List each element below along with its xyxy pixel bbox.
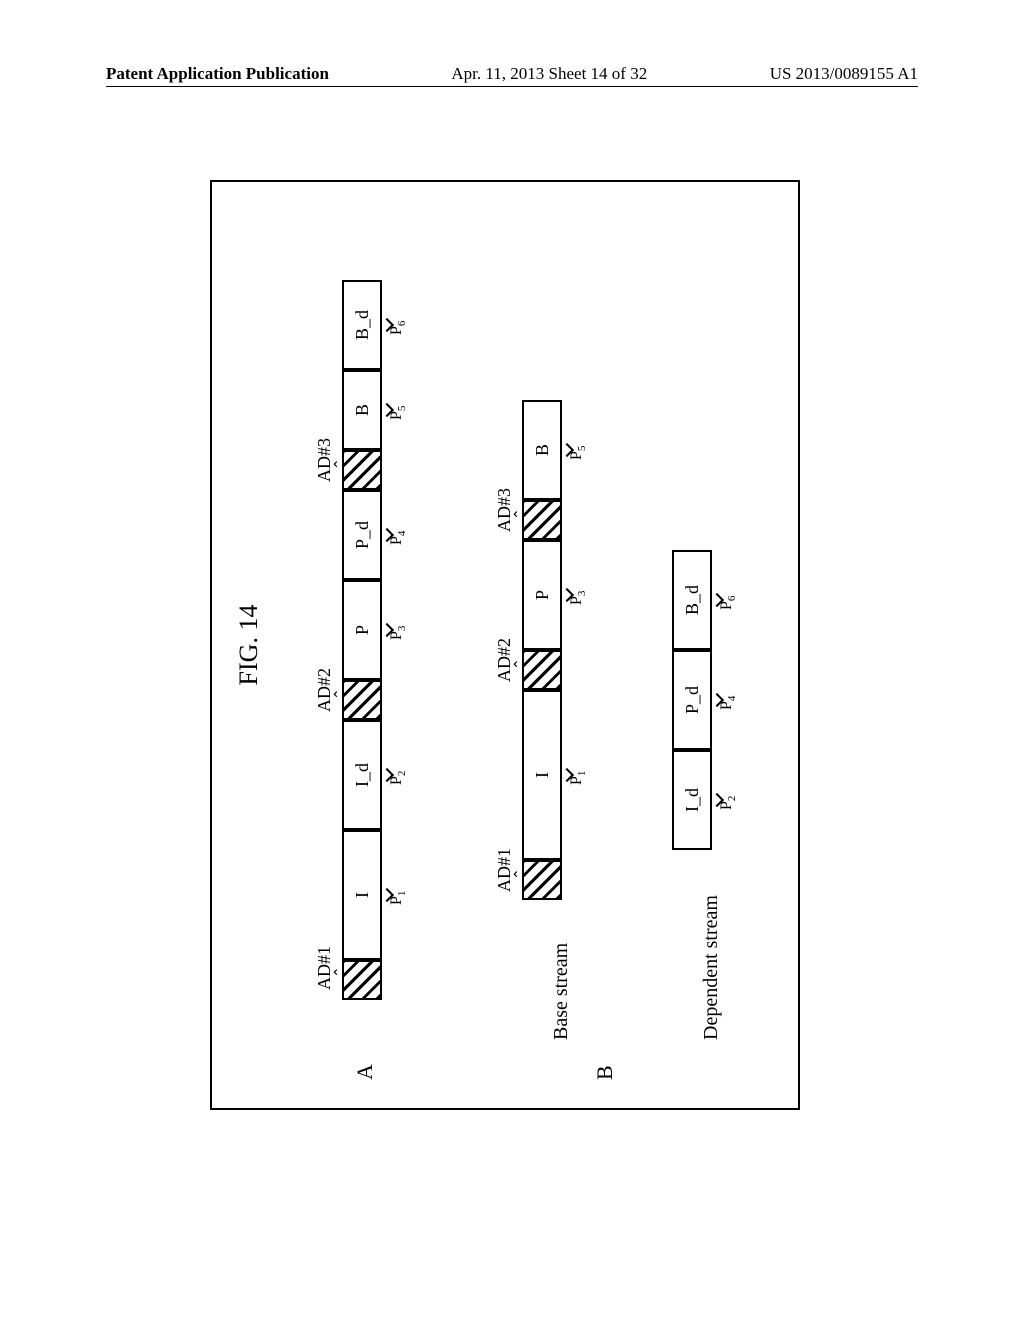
p4-label-d: P4 <box>718 696 738 710</box>
p6-label-d: P6 <box>718 596 738 610</box>
id-cell-a: I_d <box>342 720 382 830</box>
p2-label-a: P2 <box>388 771 408 785</box>
pd-cell-a: P_d <box>342 490 382 580</box>
p1-label-b: P1 <box>568 771 588 785</box>
figure-frame: FIG. 14 A AD#1 ⌃ I P1 I_d P2 AD#2 ⌃ P P3… <box>210 180 800 1110</box>
page-header: Patent Application Publication Apr. 11, … <box>106 64 918 87</box>
i-cell-b: I <box>522 690 562 860</box>
p3-label-a: P3 <box>388 626 408 640</box>
p6-label-a: P6 <box>388 321 408 335</box>
section-a-label: A <box>352 1064 378 1080</box>
ad1-cell-b <box>522 860 562 900</box>
p1-label-a: P1 <box>388 891 408 905</box>
id-cell-d: I_d <box>672 750 712 850</box>
stream-a-track: AD#1 ⌃ I P1 I_d P2 AD#2 ⌃ P P3 P_d P4 AD… <box>342 230 382 1000</box>
p5-label-b: P5 <box>568 446 588 460</box>
header-center: Apr. 11, 2013 Sheet 14 of 32 <box>451 64 647 84</box>
figure-title: FIG. 14 <box>234 605 264 686</box>
b-cell-a: B <box>342 370 382 450</box>
p5-label-a: P5 <box>388 406 408 420</box>
ad3-cell-b <box>522 500 562 540</box>
header-right: US 2013/0089155 A1 <box>770 64 918 84</box>
b-cell-b: B <box>522 400 562 500</box>
dependent-stream-track: I_d P2 P_d P4 B_d P6 <box>672 530 712 850</box>
i-cell-a: I <box>342 830 382 960</box>
figure-rotated-canvas: FIG. 14 A AD#1 ⌃ I P1 I_d P2 AD#2 ⌃ P P3… <box>212 180 802 1110</box>
p-cell-b: P <box>522 540 562 650</box>
base-stream-track: AD#1 ⌃ I P1 AD#2 ⌃ P P3 AD#3 ⌃ B P5 <box>522 340 562 900</box>
bd-cell-a: B_d <box>342 280 382 370</box>
ad3-cell-a <box>342 450 382 490</box>
pd-cell-d: P_d <box>672 650 712 750</box>
ad2-cell-a <box>342 680 382 720</box>
ad1-cell-a <box>342 960 382 1000</box>
bd-cell-d: B_d <box>672 550 712 650</box>
p-cell-a: P <box>342 580 382 680</box>
dependent-stream-caption: Dependent stream <box>700 895 723 1040</box>
base-stream-caption: Base stream <box>550 943 573 1040</box>
ad2-cell-b <box>522 650 562 690</box>
section-b-label: B <box>592 1065 618 1080</box>
p2-label-d: P2 <box>718 796 738 810</box>
p4-label-a: P4 <box>388 531 408 545</box>
p3-label-b: P3 <box>568 591 588 605</box>
header-left: Patent Application Publication <box>106 64 329 84</box>
